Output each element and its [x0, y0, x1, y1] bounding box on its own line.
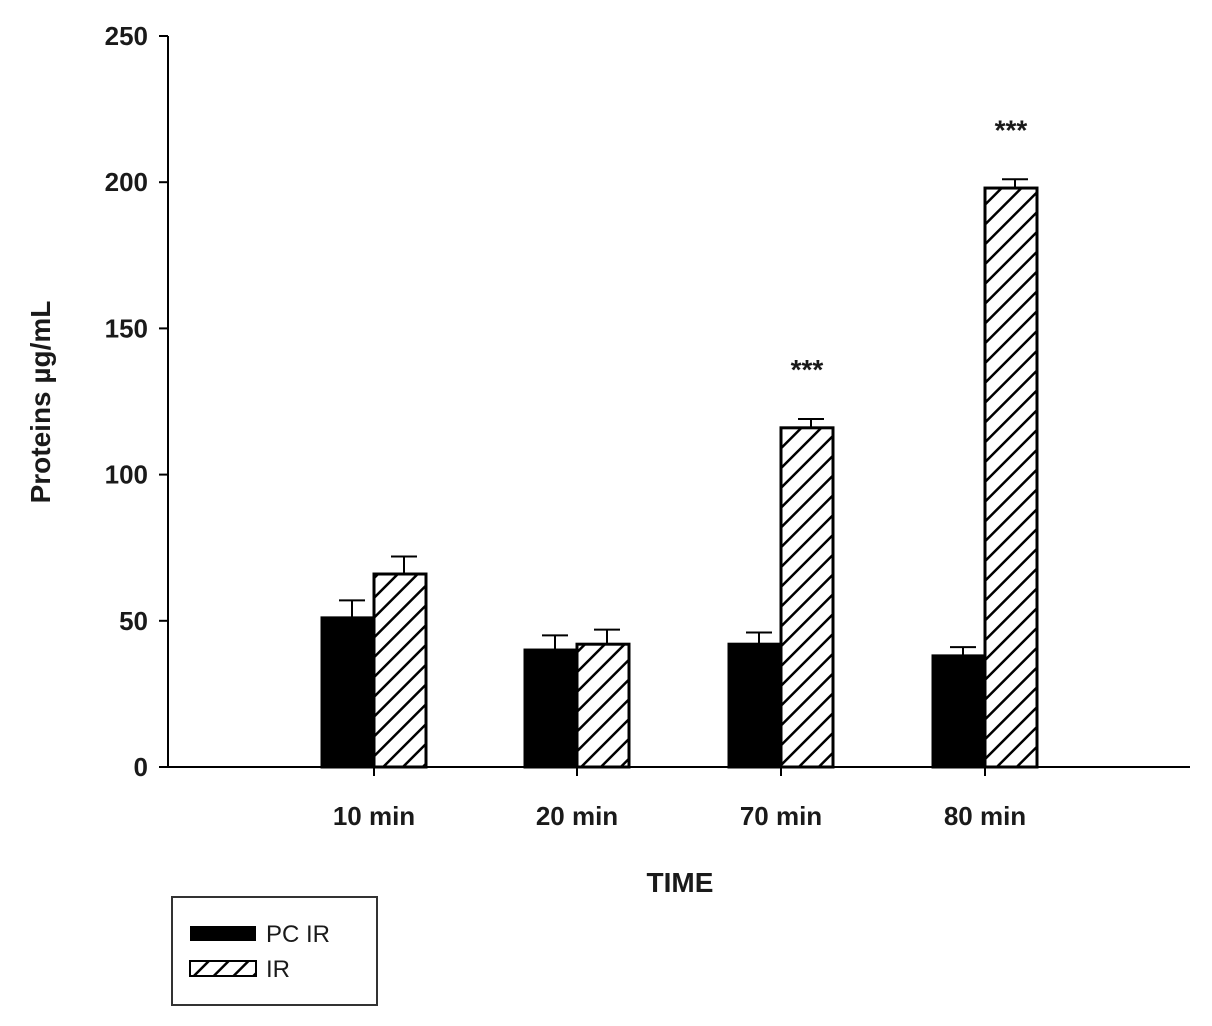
legend-box — [171, 896, 378, 1006]
x-tick-label: 80 min — [944, 801, 1026, 831]
legend-swatch-pc-ir — [190, 926, 256, 941]
x-tick-label: 20 min — [536, 801, 618, 831]
bar-pc-ir — [320, 616, 376, 769]
y-tick-label: 150 — [105, 313, 148, 343]
x-tick-label: 10 min — [333, 801, 415, 831]
y-tick-label: 50 — [119, 606, 148, 636]
bar-pc-ir — [523, 648, 579, 769]
bar-ir — [372, 572, 428, 769]
legend-label-ir: IR — [266, 956, 290, 983]
legend-swatch-ir — [189, 960, 257, 977]
x-axis-title: TIME — [647, 867, 714, 898]
bar-ir — [983, 186, 1039, 769]
significance-marker: *** — [995, 114, 1028, 145]
significance-marker: *** — [791, 354, 824, 385]
y-tick-label: 250 — [105, 21, 148, 51]
bar-ir — [575, 642, 631, 769]
legend-label-pc-ir: PC IR — [266, 921, 330, 948]
x-tick-label: 70 min — [740, 801, 822, 831]
x-axis: 10 min 20 min 70 min 80 min — [168, 766, 1190, 831]
legend: PC IR IR — [171, 896, 378, 1006]
bars: *** *** — [320, 114, 1039, 769]
bar-pc-ir — [931, 654, 987, 769]
y-tick-label: 0 — [134, 752, 148, 782]
y-tick-label: 200 — [105, 167, 148, 197]
y-tick-label: 100 — [105, 460, 148, 490]
bar-ir — [779, 426, 835, 769]
y-axis-title: Proteins µg/mL — [25, 301, 56, 504]
y-axis: 0 50 100 150 200 250 — [105, 21, 169, 782]
bar-pc-ir — [727, 642, 783, 769]
